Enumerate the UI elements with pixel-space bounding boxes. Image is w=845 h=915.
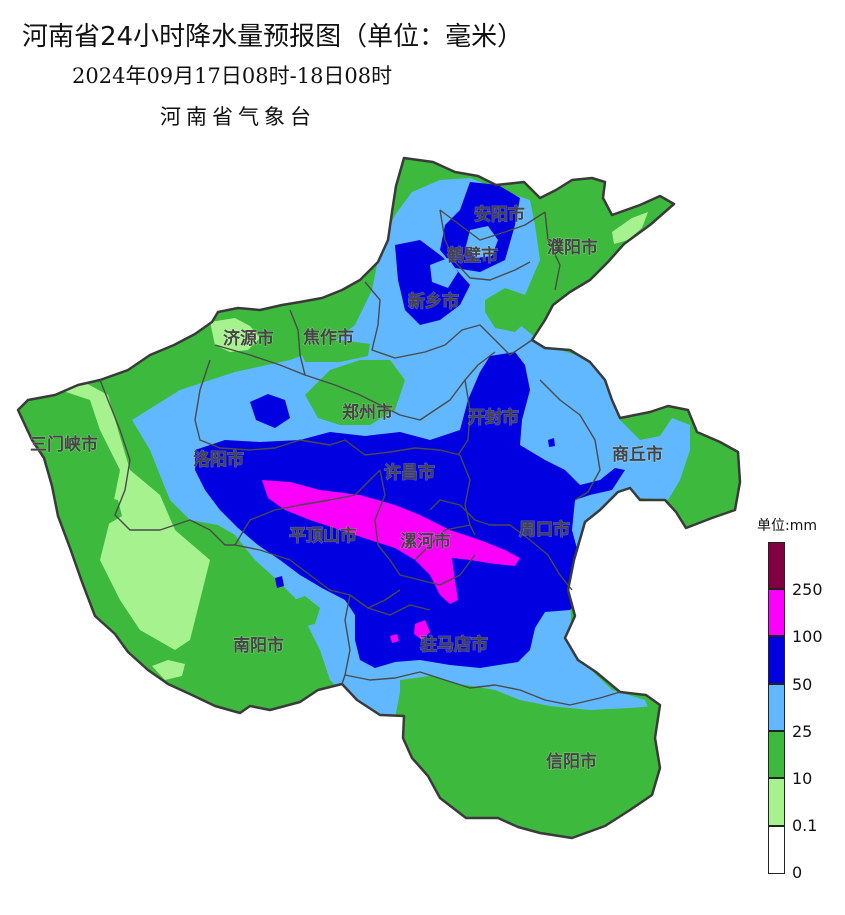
rain-class-0.1-10-northeast	[612, 212, 648, 244]
legend-label-50: 50	[792, 675, 813, 694]
legend-label-0: 0	[792, 863, 803, 882]
legend-title: 单位:mm	[757, 518, 817, 534]
rain-class-25-50-hole-anyang	[466, 226, 498, 258]
city-label-zhengzhou: 郑州市	[342, 402, 393, 423]
legend-label-100: 100	[792, 627, 823, 646]
prefecture-boundaries	[99, 209, 621, 706]
rain-class-50-100-main	[195, 352, 625, 668]
city-label-xinxiang: 新乡市	[408, 291, 459, 312]
city-label-jiyuan: 济源市	[223, 328, 274, 349]
city-label-luoyang: 洛阳市	[193, 449, 244, 470]
city-label-puyang: 濮阳市	[547, 237, 598, 258]
legend-swatch-250-plus	[768, 542, 785, 589]
legend-swatch-25-50	[768, 684, 785, 731]
city-label-xinyang: 信阳市	[546, 751, 597, 772]
city-label-shangqiu: 商丘市	[612, 444, 663, 465]
rain-class-25-50-hole-hebi	[430, 258, 458, 288]
rain-class-0.1-10-west	[18, 380, 210, 650]
legend-label-10: 10	[792, 769, 813, 788]
henan-province-outline	[16, 156, 742, 840]
city-label-jiaozuo: 焦作市	[302, 327, 354, 348]
rain-class-50-100-anyang	[440, 182, 520, 272]
legend-swatch-10-25	[768, 731, 785, 778]
map-title: 河南省24小时降水量预报图（单位：毫米）	[22, 22, 524, 52]
city-label-luohe: 漯河市	[400, 531, 451, 552]
city-label-anyang: 安阳市	[474, 204, 525, 225]
legend-swatch-0.1-10	[768, 778, 785, 826]
legend-label-250: 250	[792, 580, 823, 599]
rain-class-100-250-spot-zhumadian	[390, 634, 399, 643]
city-labels: 安阳市 鹤壁市 濮阳市 新乡市 济源市 焦作市 郑州市 开封市 三门峡市 洛阳市…	[30, 204, 664, 773]
legend-swatch-50-100	[768, 636, 785, 684]
rain-class-10-25-island-xinxiang	[485, 288, 530, 332]
city-label-xuchang: 许昌市	[384, 462, 435, 483]
legend-label-25: 25	[792, 722, 813, 741]
rain-class-50-100-luoyang-spot	[250, 394, 290, 428]
city-label-pingdingshan: 平顶山市	[289, 525, 357, 546]
city-label-zhumadian: 驻马店市	[420, 634, 488, 655]
rain-class-50-100-xinxiang	[395, 240, 470, 325]
city-label-sanmenxia: 三门峡市	[30, 434, 98, 455]
rain-class-10-25-xinyang	[400, 676, 670, 838]
rain-class-0.1-10-northwest	[210, 318, 260, 352]
rain-class-50-100-nanyang-spot	[275, 576, 284, 588]
rain-class-10-25-island-jiaozuo	[300, 340, 370, 362]
rain-class-100-250-main	[262, 480, 520, 604]
legend-swatch-100-250	[768, 589, 785, 636]
rain-class-50-100-shangqiu-spot	[548, 438, 555, 447]
city-label-kaifeng: 开封市	[468, 407, 519, 428]
city-label-nanyang: 南阳市	[233, 635, 284, 656]
rain-class-0.1-10-south-spot	[152, 660, 185, 680]
city-label-hebi: 鹤壁市	[447, 245, 498, 266]
legend-swatch-0-0.1	[768, 826, 785, 874]
forecast-period: 2024年09月17日08时-18日08时	[72, 64, 393, 88]
rain-class-10-25-island-west	[82, 496, 122, 526]
city-label-zhoukou: 周口市	[519, 519, 570, 540]
issuing-agency: 河南省气象台	[160, 105, 316, 129]
legend-label-0.1: 0.1	[792, 816, 818, 835]
rain-class-100-250-spot-south	[414, 620, 430, 640]
rain-class-10-25-island-nanyang	[288, 596, 320, 628]
